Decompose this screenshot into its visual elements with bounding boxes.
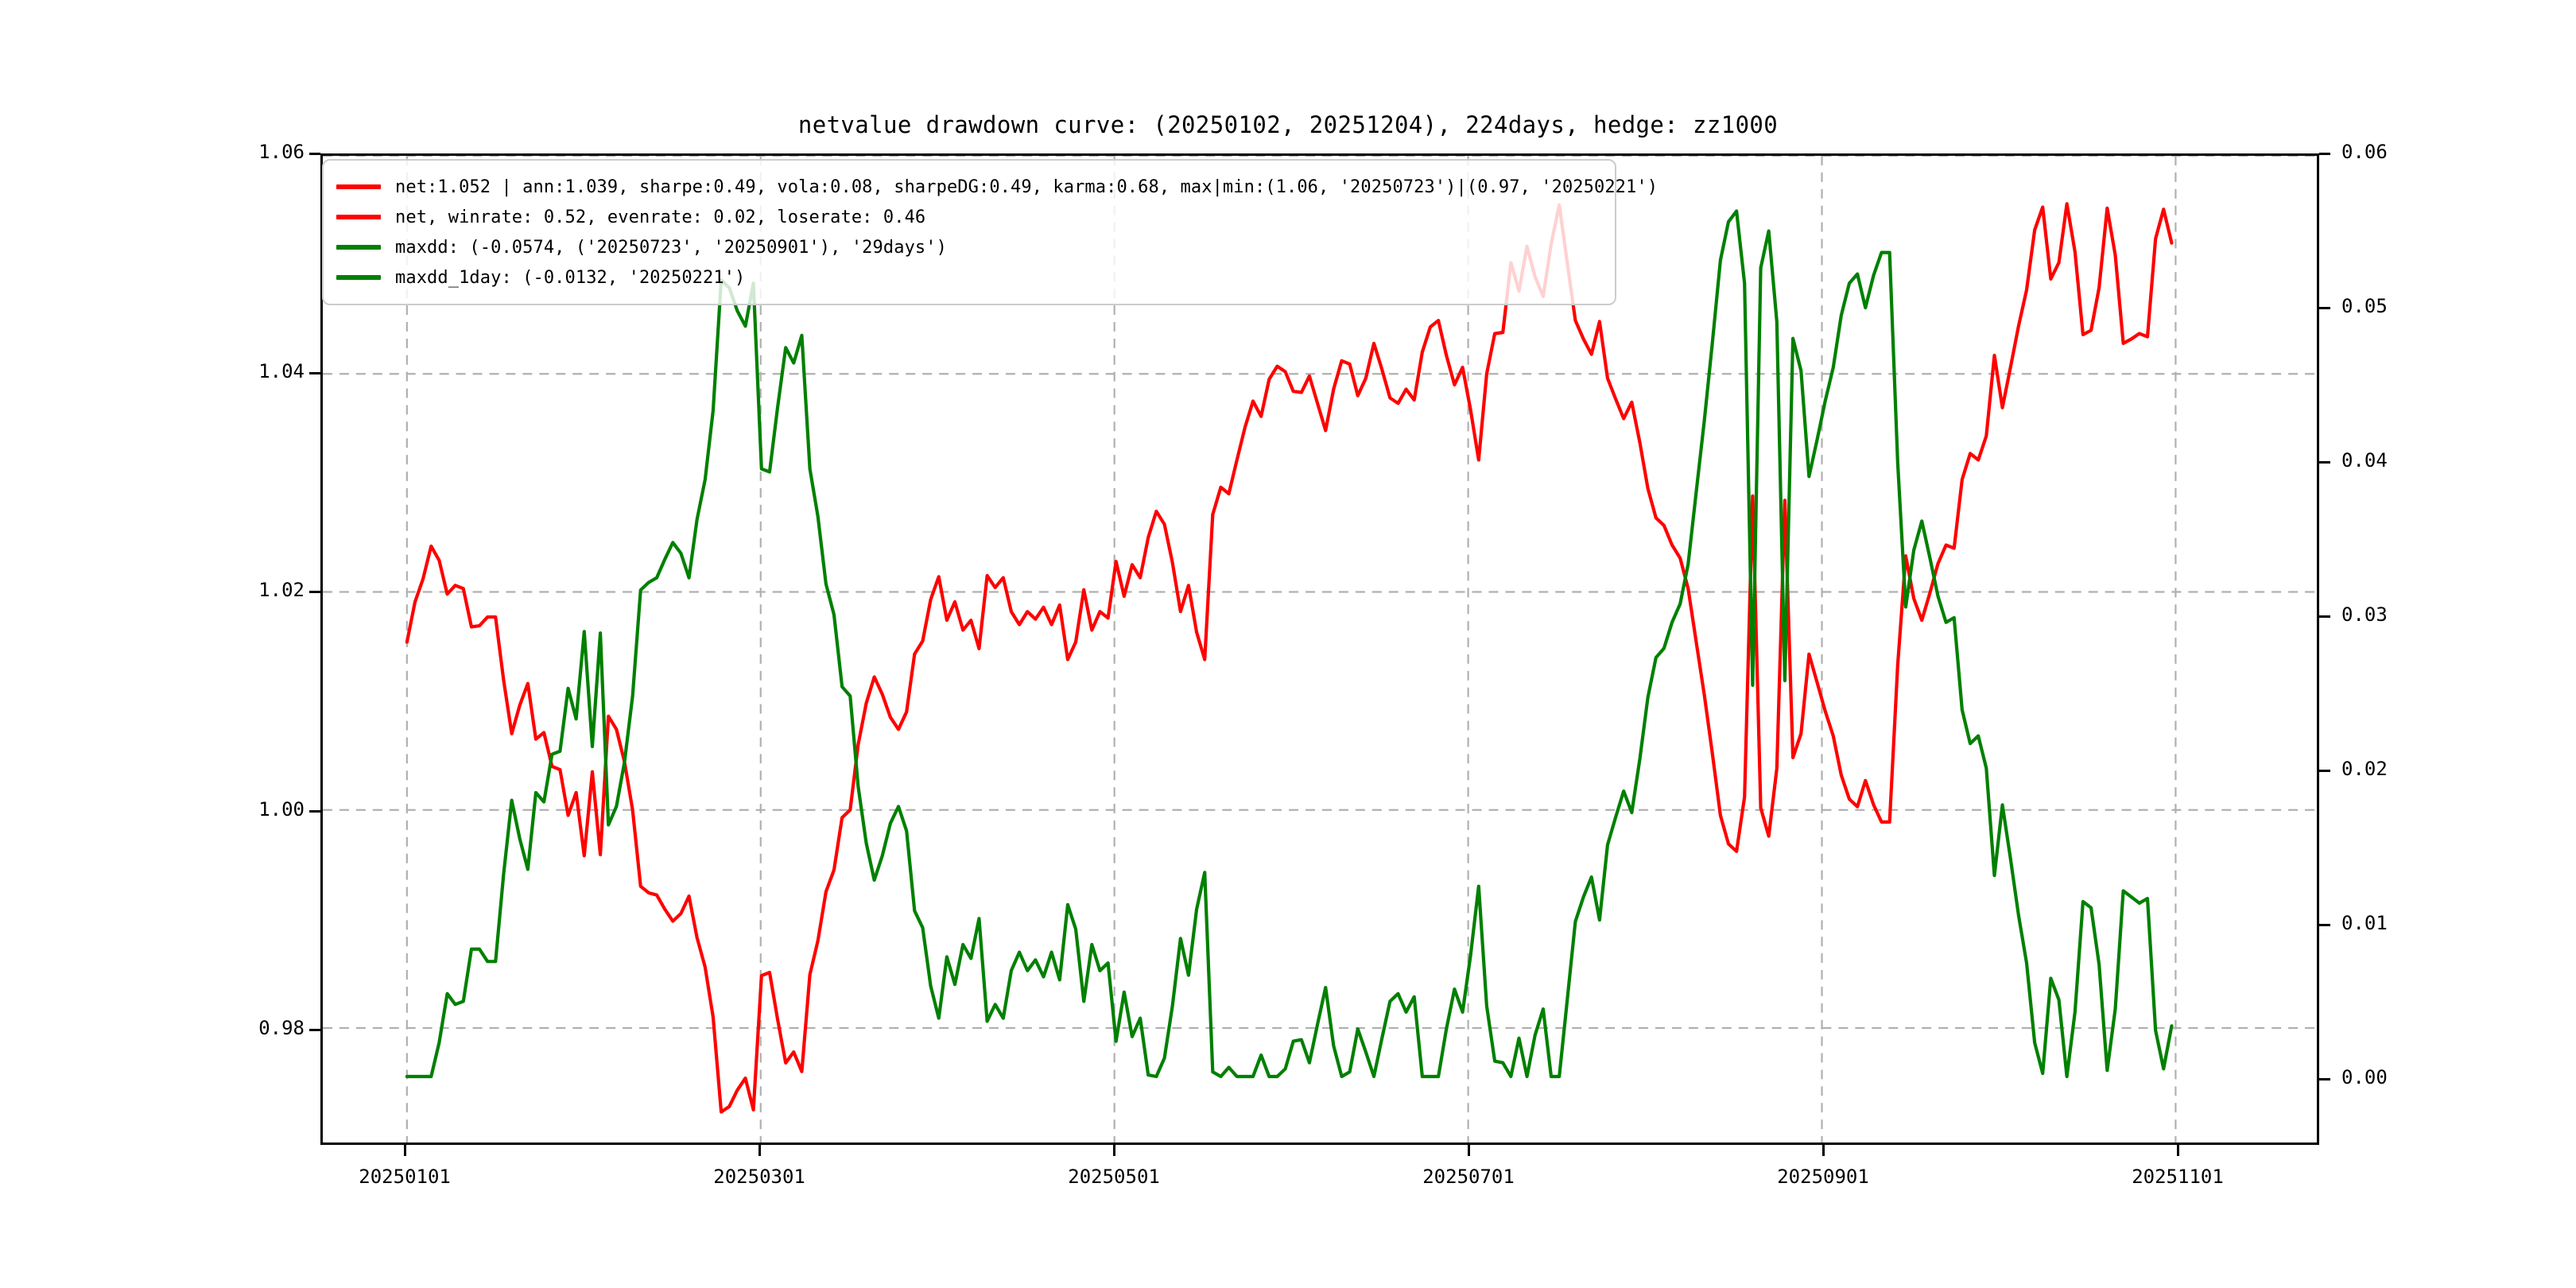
chart-title: netvalue drawdown curve: (20250102, 2025… [797, 111, 1779, 138]
y-tick-label-left: 1.06 [258, 141, 305, 163]
y-tick-mark-left [309, 153, 320, 155]
y-tick-label-right: 0.05 [2341, 294, 2388, 317]
legend[interactable]: net:1.052 | ann:1.039, sharpe:0.49, vola… [322, 159, 1658, 305]
y-tick-mark-right [2319, 460, 2330, 464]
x-tick-mark [1468, 1145, 1471, 1156]
y-tick-label-left: 1.00 [258, 797, 305, 821]
x-tick-mark [758, 1145, 762, 1156]
y-tick-label-right: 0.01 [2341, 911, 2388, 934]
x-tick-mark [1113, 1145, 1116, 1156]
legend-item[interactable]: maxdd: (-0.0574, ('20250723', '20250901'… [336, 232, 1600, 262]
y-tick-mark-left [309, 809, 320, 813]
y-tick-mark-right [2319, 615, 2330, 618]
y-tick-mark-left [309, 1029, 320, 1032]
y-tick-label-left: 1.02 [258, 579, 305, 602]
y-tick-label-left: 1.04 [258, 359, 305, 382]
x-tick-label: 20250701 [1422, 1166, 1515, 1188]
x-tick-mark [1822, 1145, 1825, 1156]
plot-inner [323, 156, 2317, 1143]
y-tick-label-right: 0.00 [2341, 1065, 2388, 1088]
y-tick-mark-left [309, 591, 320, 594]
legend-label: net:1.052 | ann:1.039, sharpe:0.49, vola… [395, 177, 1658, 197]
legend-color-swatch [336, 184, 381, 189]
y-tick-mark-left [309, 371, 320, 374]
legend-label: maxdd_1day: (-0.0132, '20250221') [395, 267, 746, 288]
legend-color-swatch [336, 215, 381, 219]
y-tick-label-right: 0.06 [2341, 141, 2388, 163]
y-tick-mark-right [2319, 769, 2330, 772]
y-tick-mark-right [2319, 306, 2330, 309]
legend-color-swatch [336, 275, 381, 280]
legend-item[interactable]: maxdd_1day: (-0.0132, '20250221') [336, 262, 1600, 293]
legend-item[interactable]: net, winrate: 0.52, evenrate: 0.02, lose… [336, 202, 1600, 232]
y-tick-label-right: 0.04 [2341, 448, 2388, 471]
x-tick-mark [2177, 1145, 2179, 1156]
legend-label: maxdd: (-0.0574, ('20250723', '20250901'… [395, 237, 947, 258]
legend-label: net, winrate: 0.52, evenrate: 0.02, lose… [395, 207, 926, 227]
y-tick-label-left: 0.98 [258, 1017, 305, 1040]
x-tick-label: 20250101 [359, 1166, 451, 1188]
plot-area [320, 153, 2319, 1145]
x-tick-label: 20250301 [713, 1166, 805, 1188]
y-tick-mark-right [2319, 1077, 2330, 1080]
y-tick-mark-right [2319, 923, 2330, 926]
y-tick-label-right: 0.02 [2341, 757, 2388, 780]
y-tick-mark-right [2319, 153, 2330, 155]
series-lines [405, 202, 2174, 1114]
legend-color-swatch [336, 245, 381, 250]
y-tick-label-right: 0.03 [2341, 603, 2388, 626]
legend-item[interactable]: net:1.052 | ann:1.039, sharpe:0.49, vola… [336, 172, 1658, 202]
x-tick-label: 20251101 [2132, 1166, 2224, 1188]
x-tick-mark [404, 1145, 407, 1156]
x-tick-label: 20250901 [1777, 1166, 1869, 1188]
x-tick-label: 20250501 [1068, 1166, 1160, 1188]
